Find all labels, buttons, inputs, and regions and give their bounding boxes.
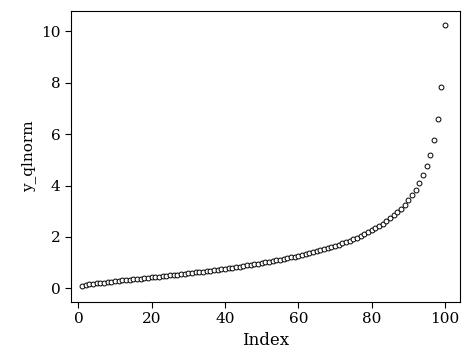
Y-axis label: y_qlnorm: y_qlnorm	[21, 120, 36, 192]
X-axis label: Index: Index	[242, 332, 289, 349]
